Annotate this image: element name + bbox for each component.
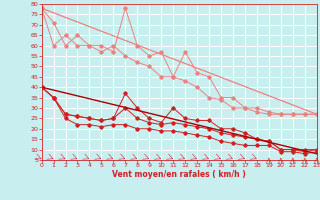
X-axis label: Vent moyen/en rafales ( km/h ): Vent moyen/en rafales ( km/h ) — [112, 170, 246, 179]
